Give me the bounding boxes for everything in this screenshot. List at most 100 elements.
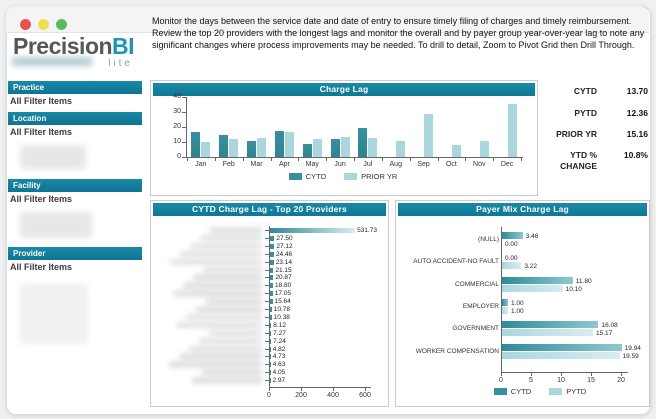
- x-tick-mark: [561, 373, 562, 376]
- row-tick-mark: [265, 309, 269, 310]
- bar-cytd-may[interactable]: [302, 143, 312, 157]
- sidebar-section-provider[interactable]: Provider: [8, 247, 142, 260]
- kpi-label-prior-yr: PRIOR YR: [556, 129, 597, 139]
- provider-bar-4[interactable]: [270, 251, 274, 257]
- x-tick-mark: [354, 158, 355, 161]
- x-tick-mark: [270, 158, 272, 161]
- bar-prior-yr-oct[interactable]: [451, 145, 461, 157]
- provider-bar-10[interactable]: [270, 299, 273, 305]
- bar-cytd-mar[interactable]: [247, 140, 257, 157]
- legend-item-pytd[interactable]: PYTD: [549, 387, 586, 396]
- bar-cytd-feb[interactable]: [219, 135, 229, 157]
- x-tick-mark: [591, 373, 592, 376]
- legend-item-prior-yr[interactable]: PRIOR YR: [344, 172, 397, 181]
- provider-bar-20[interactable]: [270, 378, 271, 384]
- provider-bar-6[interactable]: [270, 267, 274, 273]
- maximize-button[interactable]: [56, 19, 67, 30]
- bar-prior-yr-mar[interactable]: [257, 137, 267, 157]
- provider-bar-5[interactable]: [270, 259, 274, 265]
- sidebar-section-facility[interactable]: Facility: [8, 179, 142, 192]
- payer-bar-pytd-government[interactable]: [502, 329, 594, 337]
- bar-prior-yr-dec[interactable]: [507, 103, 517, 157]
- row-tick-mark: [265, 253, 269, 255]
- redacted-provider-name-20: [192, 378, 262, 383]
- redacted-provider-name-7: [193, 275, 262, 280]
- month-label-may: May: [305, 161, 319, 168]
- row-tick-mark: [265, 372, 269, 374]
- legend-item-cytd[interactable]: CYTD: [493, 387, 531, 396]
- provider-bar-9[interactable]: [270, 291, 273, 297]
- provider-bar-11[interactable]: [270, 307, 272, 312]
- bar-cytd-jan[interactable]: [191, 131, 201, 157]
- payer-bar-cytd-worker-compensation[interactable]: [502, 343, 622, 351]
- payer-bar-pytd-commercial[interactable]: [502, 284, 563, 292]
- bar-prior-yr-apr[interactable]: [284, 131, 294, 157]
- bar-cytd-jun[interactable]: [330, 139, 340, 157]
- x-tick-mark: [437, 158, 439, 161]
- provider-bar-16[interactable]: [270, 346, 271, 352]
- provider-bar-18[interactable]: [270, 362, 271, 368]
- bar-prior-yr-nov[interactable]: [479, 140, 489, 157]
- provider-bar-13[interactable]: [270, 322, 272, 328]
- sidebar-item-provider-all-filter-items[interactable]: All Filter Items: [10, 262, 73, 272]
- payer-bar-cytd--null-[interactable]: [502, 232, 523, 239]
- bar-prior-yr-jan[interactable]: [201, 142, 211, 157]
- payer-bar-pytd-employer[interactable]: [502, 306, 508, 314]
- provider-bar-15[interactable]: [270, 338, 272, 344]
- y-tick-mark: [182, 127, 186, 128]
- x-tick-mark: [531, 373, 532, 376]
- bar-prior-yr-jun[interactable]: [340, 136, 350, 157]
- payer-bar-pytd-auto-accident-no-fault[interactable]: [502, 262, 522, 270]
- row-tick-mark: [265, 261, 269, 263]
- bar-cytd-apr[interactable]: [274, 130, 284, 157]
- legend-swatch: [549, 387, 563, 395]
- provider-value-5: 23.14: [275, 258, 292, 266]
- sidebar-item-practice-all-filter-items[interactable]: All Filter Items: [10, 96, 73, 106]
- payer-bar-cytd-government[interactable]: [502, 321, 599, 329]
- payer-bar-pytd-worker-compensation[interactable]: [502, 351, 620, 359]
- sidebar-item-location-all-filter-items[interactable]: All Filter Items: [10, 127, 73, 137]
- provider-value-1: 531.73: [357, 227, 377, 234]
- month-label-apr: Apr: [278, 161, 290, 168]
- provider-bar-8[interactable]: [270, 283, 273, 289]
- close-button[interactable]: [20, 19, 31, 30]
- bar-prior-yr-sep[interactable]: [424, 114, 434, 157]
- month-label-jul: Jul: [363, 161, 373, 168]
- top20-x-axis: [269, 387, 371, 388]
- dashboard-description: Monitor the days between the service dat…: [152, 16, 645, 50]
- provider-bar-12[interactable]: [270, 314, 272, 320]
- redacted-provider-name-5: [170, 259, 262, 265]
- bar-cytd-jul[interactable]: [358, 127, 368, 157]
- payer-bar-cytd-employer[interactable]: [502, 298, 508, 306]
- bar-prior-yr-feb[interactable]: [229, 139, 239, 157]
- payer-value-pytd-government: 15.17: [596, 330, 613, 338]
- sidebar-section-location[interactable]: Location: [8, 112, 142, 125]
- redacted-provider-name-1: [210, 228, 262, 233]
- provider-bar-19[interactable]: [270, 370, 271, 376]
- provider-bar-14[interactable]: [270, 330, 272, 336]
- redacted-provider-name-15: [199, 338, 262, 344]
- redacted-facility-values: [20, 212, 92, 238]
- provider-value-9: 17.05: [274, 290, 291, 298]
- payer-bar-cytd-commercial[interactable]: [502, 276, 573, 284]
- provider-bar-7[interactable]: [270, 275, 274, 281]
- sidebar-section-practice[interactable]: Practice: [8, 81, 142, 94]
- provider-bar-17[interactable]: [270, 354, 271, 360]
- provider-value-16: 4.82: [272, 345, 286, 353]
- minimize-button[interactable]: [38, 19, 49, 30]
- y-tick-mark: [182, 157, 186, 158]
- provider-bar-3[interactable]: [270, 243, 275, 249]
- x-tick-label: 10: [557, 377, 565, 384]
- provider-value-3: 27.12: [276, 242, 293, 250]
- x-tick-mark: [301, 388, 302, 391]
- provider-bar-2[interactable]: [270, 235, 275, 241]
- bar-prior-yr-may[interactable]: [312, 139, 322, 157]
- sidebar-item-facility-all-filter-items[interactable]: All Filter Items: [10, 194, 73, 204]
- provider-bar-1[interactable]: [270, 228, 356, 233]
- payer-y-axis: [501, 227, 502, 372]
- bar-prior-yr-aug[interactable]: [396, 140, 406, 157]
- bar-prior-yr-jul[interactable]: [368, 137, 378, 157]
- payer-x-axis: [501, 372, 628, 373]
- legend-item-cytd[interactable]: CYTD: [288, 172, 326, 181]
- payer-value-cytd-commercial: 11.80: [575, 277, 592, 285]
